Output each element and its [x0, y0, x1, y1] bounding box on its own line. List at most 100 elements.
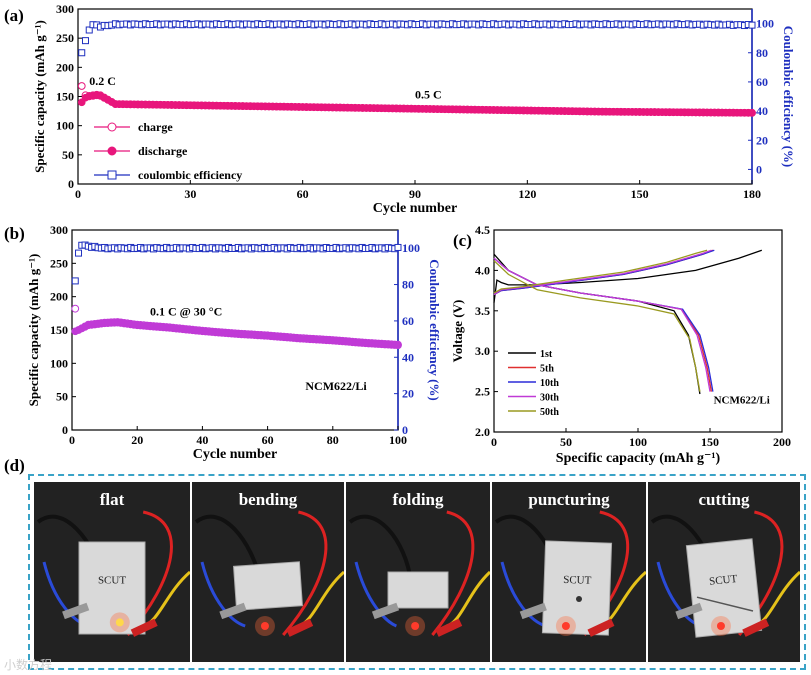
x-tick-label: 200	[773, 435, 791, 449]
y2-tick-label: 80	[402, 278, 414, 292]
x-tick-label: 80	[327, 433, 339, 447]
ce-point	[81, 37, 89, 45]
y-tick-label: 0	[68, 177, 74, 191]
red-clip	[286, 618, 314, 637]
pouch-text: SCUT	[709, 573, 738, 588]
x-tick-label: 0	[491, 435, 497, 449]
legend-marker-ce	[107, 170, 117, 180]
discharge-curve	[493, 257, 714, 392]
blue-wire	[354, 561, 398, 628]
pouch-cell	[233, 561, 303, 611]
panel-letter-d: (d)	[4, 456, 25, 475]
photo-bending: bending	[192, 482, 344, 662]
red-clip	[130, 618, 158, 637]
y2-axis-label: Coulombic efficiency (%)	[781, 26, 796, 168]
legend-label: 50th	[540, 407, 559, 418]
x-tick-label: 60	[297, 187, 309, 201]
legend-label: charge	[138, 120, 173, 134]
photo-drawing: SCUT	[492, 482, 646, 662]
x-tick-label: 90	[409, 187, 421, 201]
photo-label: folding	[392, 490, 444, 509]
x-tick-label: 0	[69, 433, 75, 447]
photo-label: puncturing	[528, 490, 610, 509]
ce-point	[748, 21, 756, 29]
black-wire	[348, 514, 413, 582]
red-clip	[435, 618, 463, 637]
x-tick-label: 50	[560, 435, 572, 449]
red-wire	[431, 510, 475, 636]
red-clip	[742, 618, 770, 637]
photo-folding: folding	[346, 482, 490, 662]
ce-point	[75, 249, 83, 257]
legend-label: coulombic efficiency	[138, 168, 242, 182]
x-tick-label: 180	[743, 187, 761, 201]
photo-label: flat	[99, 490, 125, 509]
photo-drawing	[346, 482, 490, 662]
cut-line	[696, 596, 754, 612]
annotation-label: 0.1 C @ 30 °C	[150, 304, 222, 318]
y-tick-label: 300	[56, 2, 74, 16]
x-tick-label: 60	[262, 433, 274, 447]
metal-clip	[675, 602, 703, 620]
chart-a: 0 30 60 90 120 150 180 0 50 100 150 200 250 300 0 20 40 6…	[32, 2, 796, 216]
photo-flat: SCUT flat	[34, 482, 190, 662]
led-light	[716, 622, 725, 630]
photo-drawing	[192, 482, 344, 662]
charge-curve	[493, 249, 715, 296]
charge-curve	[493, 249, 708, 294]
legend-label: 1st	[540, 349, 553, 360]
y-tick-label: 100	[56, 119, 74, 133]
panel-letter-b: (b)	[4, 224, 25, 243]
led-light	[561, 622, 570, 630]
charge-curve	[493, 249, 712, 296]
y-axis-label: Specific capacity (mAh g⁻¹)	[26, 254, 41, 407]
legend-label: 10th	[540, 378, 559, 389]
y-tick-label: 200	[50, 290, 68, 304]
y2-tick-label: 40	[756, 104, 768, 118]
y2-tick-label: 60	[756, 75, 768, 89]
series-coulombic-efficiency	[78, 20, 756, 57]
led-light	[260, 622, 269, 630]
series-10th	[493, 249, 715, 392]
pouch-cell	[685, 538, 763, 638]
y2-tick-label: 20	[756, 133, 768, 147]
y2-axis-label: Coulombic efficiency (%)	[427, 259, 442, 401]
ce-point	[85, 26, 93, 34]
y2-tick-label: 100	[402, 241, 420, 255]
legend-label: 30th	[540, 393, 559, 404]
x-tick-label: 150	[631, 187, 649, 201]
charge-point	[71, 304, 80, 313]
x-tick-label: 100	[629, 435, 647, 449]
x-tick-label: 150	[701, 435, 719, 449]
red-clip	[587, 618, 615, 637]
chart-b: 0 20 40 60 80 1000501001502002503000204060801…	[26, 223, 442, 462]
x-axis-label: Cycle number	[373, 201, 457, 216]
photo-label: bending	[238, 490, 298, 509]
legend: 1st 5th 10th 30th 50th	[508, 349, 559, 418]
pouch-cell	[78, 541, 146, 635]
y2-tick-label: 80	[756, 46, 768, 60]
panel-letter-c: (c)	[453, 231, 472, 250]
x-tick-label: 120	[518, 187, 536, 201]
legend-label: 5th	[540, 364, 554, 375]
charge-curve	[493, 249, 763, 303]
legend-marker-charge	[107, 122, 117, 132]
led-light	[411, 622, 420, 630]
red-wire	[282, 510, 328, 636]
legend-marker-discharge	[107, 146, 117, 156]
x-tick-label: 0	[75, 187, 81, 201]
y-tick-label: 200	[56, 60, 74, 74]
y-tick-label: 3.5	[475, 304, 490, 318]
discharge-curve	[493, 260, 701, 392]
discharge-curve	[493, 257, 713, 392]
x-axis-label: Specific capacity (mAh g⁻¹)	[556, 451, 721, 466]
photo-strip: SCUT flat bending folding SCUT puncturing SCUT…	[28, 474, 806, 670]
series-30th	[493, 249, 712, 392]
y2-tick-label: 40	[402, 350, 414, 364]
led-light	[115, 618, 124, 627]
pouch-text: SCUT	[563, 574, 592, 587]
ce-point	[78, 49, 86, 57]
photo-puncturing: SCUT puncturing	[492, 482, 646, 662]
series-1st	[493, 249, 763, 395]
y-tick-label: 150	[56, 90, 74, 104]
